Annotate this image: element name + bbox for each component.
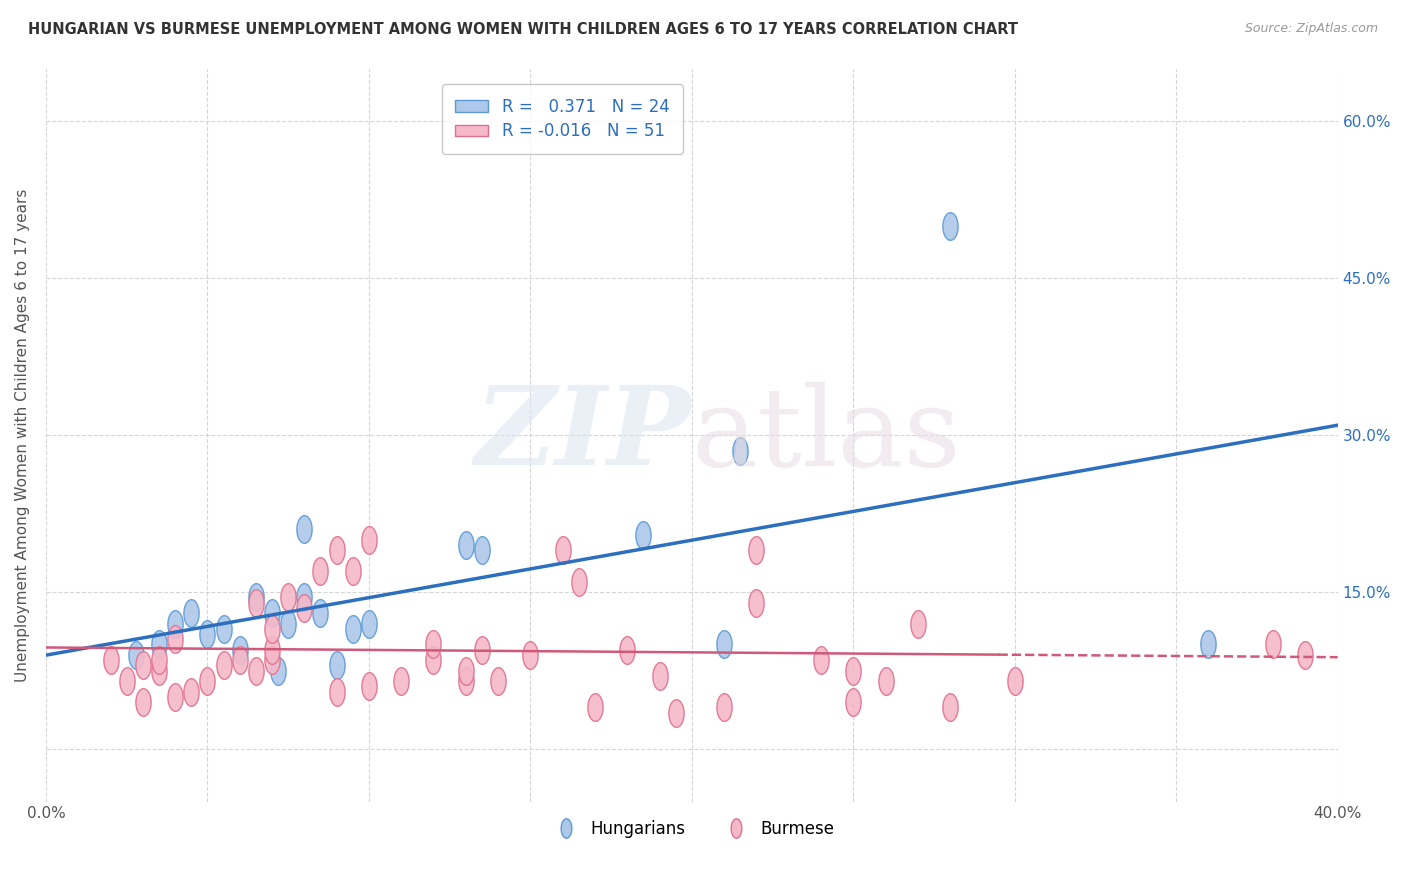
Point	[842, 664, 865, 678]
Y-axis label: Unemployment Among Women with Children Ages 6 to 17 years: Unemployment Among Women with Children A…	[15, 188, 30, 681]
Point	[228, 653, 250, 667]
Point	[1198, 638, 1220, 652]
Point	[471, 543, 494, 558]
Text: Source: ZipAtlas.com: Source: ZipAtlas.com	[1244, 22, 1378, 36]
Point	[148, 638, 170, 652]
Point	[568, 574, 591, 589]
Point	[267, 664, 290, 678]
Point	[342, 564, 364, 578]
Point	[148, 653, 170, 667]
Legend: Hungarians, Burmese: Hungarians, Burmese	[543, 814, 841, 845]
Point	[212, 622, 235, 636]
Point	[260, 606, 283, 620]
Point	[180, 684, 202, 698]
Point	[357, 616, 380, 631]
Point	[1004, 674, 1026, 689]
Point	[810, 653, 832, 667]
Point	[583, 700, 606, 714]
Point	[745, 543, 768, 558]
Point	[132, 658, 155, 673]
Point	[125, 648, 148, 662]
Point	[212, 658, 235, 673]
Point	[342, 622, 364, 636]
Point	[939, 219, 962, 233]
Point	[422, 653, 444, 667]
Point	[115, 674, 138, 689]
Point	[245, 596, 267, 610]
Point	[309, 606, 332, 620]
Point	[665, 706, 688, 720]
Point	[165, 616, 187, 631]
Point	[1294, 648, 1316, 662]
Point	[648, 669, 671, 683]
Point	[325, 658, 347, 673]
Point	[939, 700, 962, 714]
Point	[907, 616, 929, 631]
Point	[325, 684, 347, 698]
Point	[228, 642, 250, 657]
Point	[292, 522, 315, 536]
Point	[486, 674, 509, 689]
Point	[454, 538, 477, 552]
Point	[292, 600, 315, 615]
Point	[277, 591, 299, 605]
Point	[357, 533, 380, 547]
Text: ZIP: ZIP	[475, 381, 692, 489]
Point	[180, 606, 202, 620]
Point	[132, 695, 155, 709]
Point	[842, 695, 865, 709]
Point	[713, 638, 735, 652]
Point	[713, 700, 735, 714]
Point	[616, 642, 638, 657]
Point	[454, 664, 477, 678]
Point	[357, 679, 380, 693]
Point	[260, 622, 283, 636]
Point	[471, 642, 494, 657]
Point	[292, 591, 315, 605]
Point	[197, 627, 219, 641]
Point	[277, 616, 299, 631]
Text: HUNGARIAN VS BURMESE UNEMPLOYMENT AMONG WOMEN WITH CHILDREN AGES 6 TO 17 YEARS C: HUNGARIAN VS BURMESE UNEMPLOYMENT AMONG …	[28, 22, 1018, 37]
Point	[245, 664, 267, 678]
Point	[100, 653, 122, 667]
Point	[1261, 638, 1284, 652]
Point	[633, 527, 655, 541]
Text: atlas: atlas	[692, 382, 962, 489]
Point	[165, 690, 187, 704]
Point	[875, 674, 897, 689]
Point	[454, 674, 477, 689]
Point	[745, 596, 768, 610]
Point	[165, 632, 187, 647]
Point	[422, 638, 444, 652]
Point	[260, 653, 283, 667]
Point	[245, 591, 267, 605]
Point	[148, 664, 170, 678]
Point	[551, 543, 574, 558]
Point	[325, 543, 347, 558]
Point	[728, 443, 751, 458]
Point	[389, 674, 412, 689]
Point	[309, 564, 332, 578]
Point	[197, 674, 219, 689]
Point	[519, 648, 541, 662]
Point	[260, 642, 283, 657]
